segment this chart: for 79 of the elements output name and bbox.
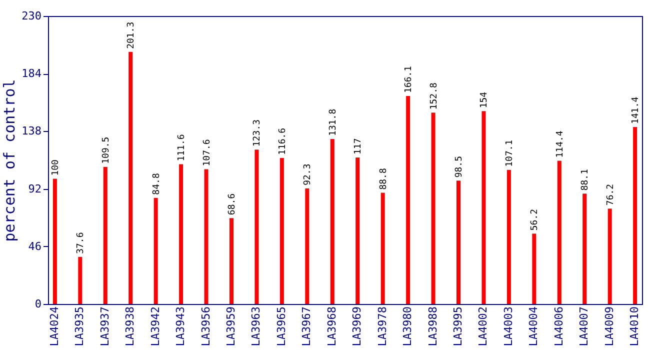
x-tick-label: LA3938	[124, 306, 137, 346]
bar	[356, 157, 360, 304]
bar	[78, 256, 82, 304]
bar	[380, 192, 385, 304]
x-tick-label: LA3937	[98, 306, 112, 346]
y-tick-label: 46	[28, 240, 42, 253]
bar	[280, 158, 284, 304]
data-label: 152.8	[429, 82, 440, 110]
y-tick-label: 92	[28, 182, 42, 196]
x-tick-label: LA4010	[628, 306, 642, 346]
bar	[254, 150, 259, 304]
data-label: 92.3	[303, 164, 314, 186]
data-label: 98.5	[454, 156, 465, 178]
data-label: 100	[50, 160, 61, 176]
data-label: 116.6	[278, 128, 288, 155]
data-label: 56.2	[530, 208, 540, 231]
data-label: 107.6	[202, 139, 212, 166]
bar	[582, 194, 587, 304]
data-label: 154	[480, 92, 490, 108]
x-tick-label: LA4006	[552, 306, 566, 346]
bar	[482, 111, 486, 304]
y-tick-label: 230	[22, 10, 42, 22]
bar	[557, 160, 562, 304]
x-tick-label: LA3969	[350, 306, 364, 346]
x-tick-label: LA3963	[250, 306, 263, 346]
data-label: 107.1	[504, 140, 515, 167]
data-label: 109.5	[101, 136, 112, 164]
x-tick-label: LA4003	[502, 306, 515, 346]
x-tick-label: LA3935	[73, 306, 86, 346]
y-axis-title: percent of control	[0, 79, 19, 242]
data-label: 88.8	[378, 168, 389, 190]
data-label: 76.2	[606, 184, 616, 206]
bar	[103, 166, 108, 304]
data-label: 84.8	[152, 173, 162, 195]
data-label: 131.8	[328, 108, 338, 136]
x-tick-label: LA3942	[148, 306, 162, 346]
bar	[608, 208, 612, 304]
x-tick-label: LA3959	[224, 306, 238, 346]
bar	[633, 126, 638, 304]
bar	[229, 218, 234, 304]
x-tick-label: LA3978	[376, 306, 389, 346]
bar	[431, 112, 436, 304]
x-tick-label: LA3965	[274, 306, 288, 346]
data-label: 166.1	[404, 66, 414, 94]
y-tick-label: 0	[34, 298, 42, 310]
x-tick-label: LA4009	[602, 306, 616, 346]
bar	[128, 52, 133, 304]
bar	[52, 178, 57, 304]
bar	[179, 164, 184, 304]
x-tick-label: LA4024	[48, 306, 61, 346]
x-tick-label: LA3995	[452, 306, 465, 346]
data-label: 37.6	[76, 232, 86, 254]
x-tick-label: LA4007	[578, 306, 591, 346]
bar	[330, 138, 334, 304]
data-label: 68.6	[227, 193, 238, 216]
bar	[305, 188, 310, 304]
x-tick-label: LA3967	[300, 306, 314, 346]
y-tick-label: 184	[22, 67, 42, 80]
y-tick-label: 138	[22, 124, 42, 138]
data-label: 117	[354, 138, 364, 154]
bar	[406, 96, 410, 304]
data-label: 114.4	[555, 130, 566, 158]
x-tick-label: LA3988	[426, 306, 440, 346]
bar	[532, 234, 536, 304]
data-label: 141.4	[631, 96, 642, 124]
data-label: 201.3	[126, 22, 137, 49]
x-tick-label: LA4002	[476, 306, 490, 346]
x-tick-label: LA4004	[527, 306, 540, 346]
bar	[154, 198, 158, 304]
data-label: 88.1	[580, 168, 591, 191]
x-tick-label: LA3968	[325, 306, 338, 346]
x-tick-label: LA3980	[401, 306, 414, 346]
bar	[456, 180, 461, 304]
bar	[506, 170, 511, 304]
data-label: 111.6	[177, 134, 188, 162]
x-tick-label: LA3943	[174, 306, 188, 346]
x-tick-label: LA3956	[199, 306, 212, 346]
bar	[204, 169, 208, 304]
data-label: 123.3	[252, 120, 263, 147]
